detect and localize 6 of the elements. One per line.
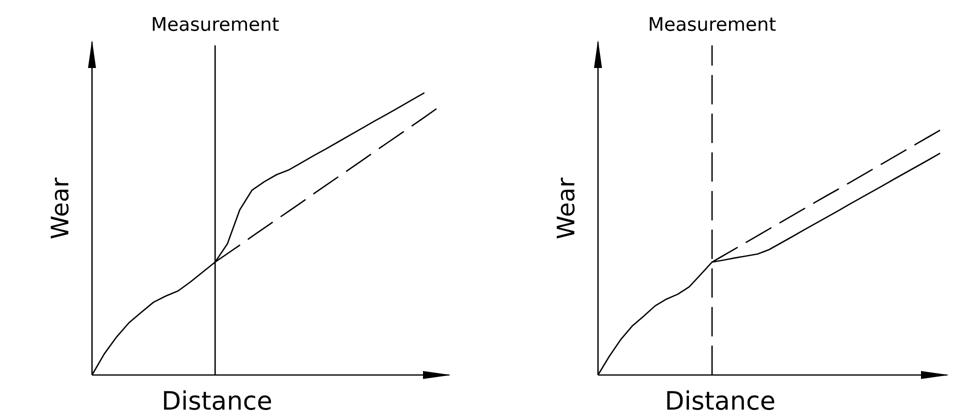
- y-axis-title: Wear: [50, 178, 69, 239]
- text: Measurement: [152, 17, 279, 32]
- y-axis-title: Wear: [556, 178, 575, 239]
- text: Measurement: [650, 17, 776, 32]
- x-axis-title: Distance: [164, 390, 272, 410]
- x-axis-title: Distance: [667, 390, 774, 410]
